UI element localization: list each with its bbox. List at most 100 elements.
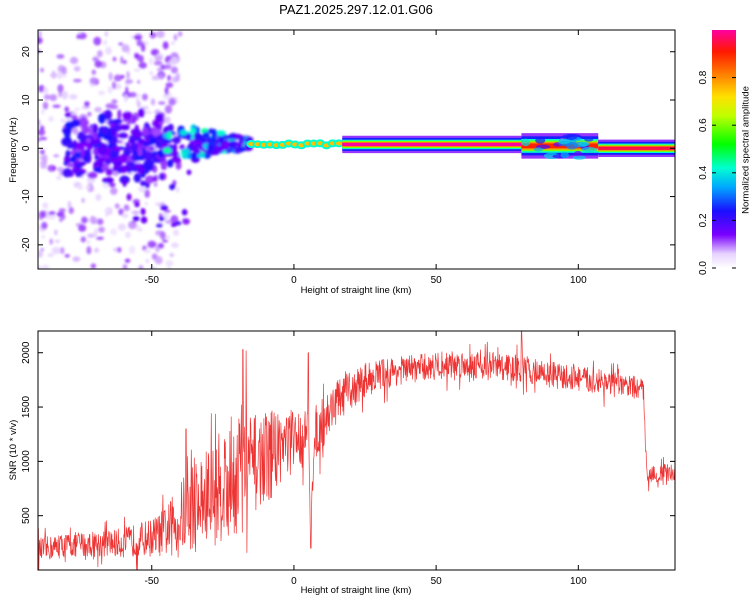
noise-blob: [64, 254, 70, 258]
noise-blob: [73, 78, 82, 83]
signal-blob: [87, 171, 98, 179]
signal-blob: [98, 113, 106, 124]
signal-blob: [129, 143, 138, 151]
noise-blob: [40, 210, 47, 218]
signal-blob: [62, 168, 73, 178]
signal-blob: [167, 123, 174, 132]
snr-frame: [37, 330, 676, 571]
noise-blob: [64, 106, 69, 113]
signal-blob: [140, 207, 146, 216]
noise-blob: [113, 74, 123, 82]
signal-blob: [173, 151, 180, 156]
signal-blob: [126, 161, 137, 171]
signal-blob: [70, 119, 81, 128]
noise-blob: [144, 201, 148, 207]
snr-series-line: [38, 331, 675, 570]
noise-blob: [165, 260, 174, 267]
noise-blob: [94, 106, 102, 113]
noise-blob: [158, 101, 166, 105]
noise-blob: [54, 229, 58, 236]
noise-blob: [169, 253, 174, 258]
signal-blob: [122, 179, 127, 187]
signal-blob: [104, 109, 113, 121]
noise-blob: [52, 104, 61, 108]
signal-blob: [182, 218, 190, 225]
signal-blob: [92, 132, 98, 140]
noise-blob: [92, 56, 99, 62]
noise-blob: [78, 224, 87, 232]
signal-blob: [129, 135, 134, 141]
spectrogram-x-tick-label: 100: [570, 275, 587, 286]
signal-blob: [97, 145, 108, 156]
sideband-blob: [573, 150, 583, 157]
noise-blob: [56, 70, 63, 80]
signal-blob: [142, 142, 151, 147]
noise-blob: [150, 98, 156, 106]
signal-blob: [87, 143, 93, 151]
signal-blob: [81, 124, 90, 135]
signal-blob: [186, 169, 192, 176]
noise-blob: [87, 233, 96, 238]
signal-blob: [138, 107, 145, 118]
noise-blob: [94, 247, 99, 253]
noise-blob: [162, 93, 166, 100]
noise-blob: [96, 50, 103, 58]
signal-blob: [215, 130, 226, 136]
snr-x-tick-label: -50: [145, 576, 160, 587]
signal-blob: [133, 173, 142, 183]
signal-blob: [190, 128, 197, 133]
noise-blob: [138, 264, 144, 269]
noise-blob: [133, 35, 142, 40]
snr-y-tick-label: 2000: [21, 341, 32, 364]
noise-blob: [120, 56, 124, 64]
noise-blob: [86, 239, 91, 245]
noise-blob: [38, 30, 42, 38]
signal-blob: [124, 142, 130, 147]
noise-blob: [138, 62, 147, 69]
noise-blob: [104, 208, 112, 213]
noise-blob: [60, 118, 66, 123]
signal-blob: [105, 168, 113, 176]
noise-blob: [74, 107, 81, 111]
noise-blob: [165, 235, 171, 239]
signal-blob: [137, 147, 143, 157]
noise-blob: [149, 31, 157, 39]
noise-blob: [89, 77, 98, 85]
noise-blob: [171, 242, 179, 248]
noise-blob: [143, 110, 153, 115]
noise-blob: [154, 55, 163, 61]
signal-blob: [64, 112, 72, 118]
tone-band: [342, 142, 522, 147]
noise-blob: [170, 56, 179, 65]
noise-blob: [170, 52, 179, 59]
signal-blob: [155, 223, 163, 228]
noise-blob: [175, 186, 180, 193]
signal-blob: [152, 128, 162, 137]
noise-blob: [136, 39, 143, 47]
signal-blob: [210, 135, 217, 145]
noise-blob: [61, 66, 67, 76]
noise-blob: [90, 263, 97, 269]
noise-blob: [69, 56, 79, 64]
noise-blob: [151, 75, 160, 81]
noise-blob: [163, 116, 171, 124]
signal-blob: [179, 144, 186, 151]
noise-blob: [50, 72, 58, 79]
noise-blob: [42, 101, 49, 110]
signal-blob: [133, 153, 145, 161]
spectrogram-y-tick-label: 0: [21, 145, 32, 151]
noise-blob: [86, 246, 92, 255]
signal-blob: [172, 135, 181, 144]
snr-x-tick-label: 0: [291, 576, 297, 587]
noise-blob: [126, 70, 130, 80]
noise-blob: [112, 56, 117, 62]
noise-blob: [137, 186, 146, 191]
snr-x-tick-label: 50: [431, 576, 443, 587]
signal-blob: [233, 133, 243, 139]
noise-blob: [80, 236, 87, 243]
colorbar-gradient: [712, 30, 736, 268]
noise-blob: [52, 166, 57, 170]
sideband-blob: [562, 133, 578, 141]
signal-blob: [179, 129, 188, 136]
sideband-blob: [581, 147, 598, 152]
